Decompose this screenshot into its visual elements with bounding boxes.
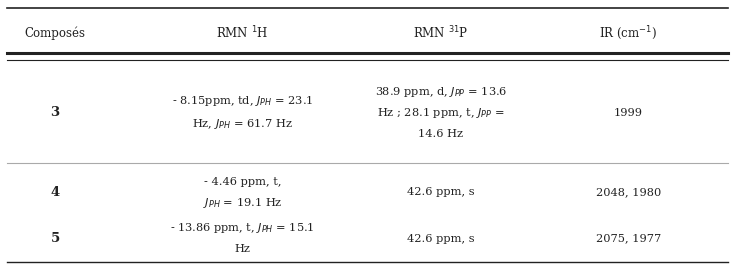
Text: - 8.15ppm, td, $J_{PH}$ = 23.1: - 8.15ppm, td, $J_{PH}$ = 23.1 [172,94,313,108]
Text: RMN $^{31}$P: RMN $^{31}$P [413,25,469,41]
Text: - 13.86 ppm, t, $J_{PH}$ = 15.1: - 13.86 ppm, t, $J_{PH}$ = 15.1 [171,221,315,235]
Text: 42.6 ppm, s: 42.6 ppm, s [407,187,475,197]
Text: 42.6 ppm, s: 42.6 ppm, s [407,233,475,244]
Text: 4: 4 [51,186,60,199]
Text: Hz: Hz [234,244,251,254]
Text: 1999: 1999 [614,108,643,118]
Text: Hz, $J_{PH}$ = 61.7 Hz: Hz, $J_{PH}$ = 61.7 Hz [192,117,293,131]
Text: 14.6 Hz: 14.6 Hz [418,129,464,139]
Text: 3: 3 [51,106,60,119]
Text: IR (cm$^{-1}$): IR (cm$^{-1}$) [600,24,657,42]
Text: 5: 5 [51,232,60,245]
Text: 2048, 1980: 2048, 1980 [596,187,661,197]
Text: 38.9 ppm, d, $J_{PP}$ = 13.6: 38.9 ppm, d, $J_{PP}$ = 13.6 [375,85,507,99]
Text: $J_{PH}$ = 19.1 Hz: $J_{PH}$ = 19.1 Hz [203,196,282,210]
Text: - 4.46 ppm, t,: - 4.46 ppm, t, [204,177,282,187]
Text: RMN $^{1}$H: RMN $^{1}$H [216,25,269,41]
Text: 2075, 1977: 2075, 1977 [596,233,661,244]
Text: Hz ; 28.1 ppm, t, $J_{PP}$ =: Hz ; 28.1 ppm, t, $J_{PP}$ = [377,106,505,120]
Text: Composés: Composés [25,26,85,40]
